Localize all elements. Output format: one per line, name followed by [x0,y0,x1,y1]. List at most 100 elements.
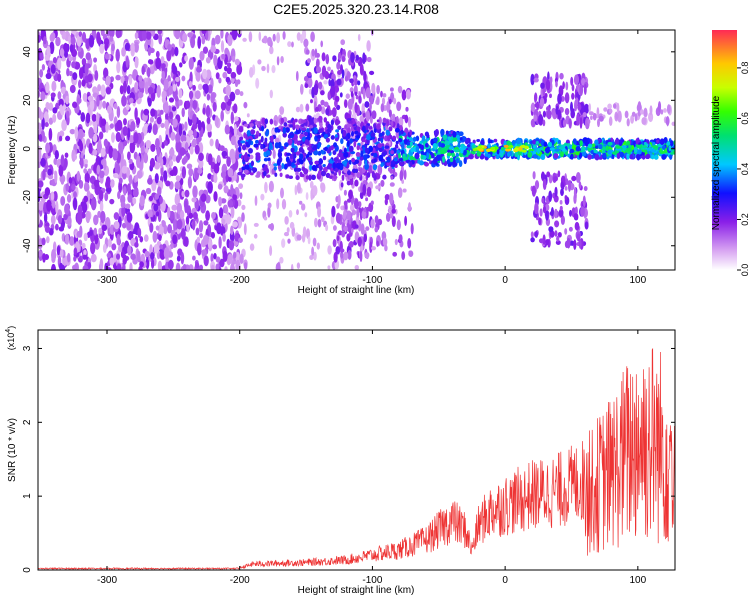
heatmap-cell [554,230,558,237]
heatmap-cell [289,132,294,136]
heatmap-cell [621,145,627,149]
heatmap-cell [616,152,621,159]
heatmap-cell [358,201,362,208]
heatmap-cell [150,30,156,37]
heatmap-cell [354,265,360,270]
heatmap-cell [278,168,282,172]
heatmap-cell [238,126,244,133]
heatmap-cell [312,124,317,128]
heatmap-cell [362,112,366,118]
spectrogram-cells [38,30,675,270]
heatmap-cell [60,86,67,95]
heatmap-cell [359,155,364,161]
heatmap-cell [85,112,91,124]
heatmap-cell [336,61,341,70]
heatmap-cell [264,118,269,125]
heatmap-cell [354,179,359,187]
heatmap-cell [243,123,249,127]
heatmap-cell [296,124,300,131]
heatmap-cell [116,105,121,119]
heatmap-cell [116,263,122,270]
heatmap-cell [559,199,563,205]
heatmap-cell [549,76,553,84]
heatmap-cell [318,165,323,171]
heatmap-cell [327,245,332,255]
heatmap-cell [357,33,361,42]
heatmap-cell [403,169,407,180]
heatmap-cell [570,76,574,86]
heatmap-cell [157,260,163,270]
heatmap-cell [93,214,99,226]
heatmap-cell [94,70,99,81]
heatmap-cell [398,153,401,159]
heatmap-cell [188,129,194,136]
heatmap-cell [448,146,454,150]
heatmap-cell [373,123,377,128]
heatmap-cell [390,150,395,155]
heatmap-cell [229,91,236,102]
heatmap-cell [580,206,585,217]
heatmap-cell [226,62,232,68]
heatmap-cell [232,221,238,228]
colorbar-ticks: 0.0 0.2 0.4 0.6 0.8 [737,62,750,276]
heatmap-cell [155,211,160,217]
heatmap-cell [420,144,425,151]
heatmap-cell [38,134,43,142]
heatmap-cell [459,136,463,141]
heatmap-cell [343,200,348,206]
y-tick-label: -40 [22,238,33,253]
heatmap-cell [246,129,251,137]
heatmap-cell [100,147,106,157]
heatmap-cell [569,209,572,217]
heatmap-cell [169,160,174,167]
heatmap-cell [40,91,46,101]
heatmap-cell [82,92,88,102]
heatmap-cell [559,72,564,80]
heatmap-cell [178,123,183,136]
heatmap-cell [354,159,360,165]
heatmap-cell [568,118,572,127]
heatmap-cell [463,157,467,165]
heatmap-cell [347,72,351,78]
heatmap-cell [238,183,244,189]
heatmap-cell [99,258,104,270]
heatmap-cell [463,149,467,154]
heatmap-cell [383,135,389,142]
heatmap-cell [163,247,170,260]
x-tick-label: -300 [97,575,117,586]
heatmap-cell [580,145,586,153]
heatmap-cell [150,252,155,260]
heatmap-cell [538,238,544,244]
heatmap-cell [325,108,330,116]
heatmap-cell [410,147,415,153]
heatmap-cell [248,138,252,145]
heatmap-cell [539,208,543,217]
heatmap-cell [650,148,656,152]
heatmap-cell [124,75,129,83]
heatmap-cell [74,126,79,140]
heatmap-cell [273,120,277,126]
heatmap-cell [122,185,127,196]
heatmap-cell [96,36,102,45]
heatmap-cell [287,120,293,124]
heatmap-cell [338,152,344,158]
heatmap-cell [60,177,65,185]
heatmap-cell [145,187,152,195]
heatmap-cell [82,254,87,260]
heatmap-cell [557,170,561,178]
heatmap-cell [557,109,562,120]
x-tick-label: -200 [230,275,250,286]
heatmap-cell [582,195,586,208]
heatmap-cell [210,92,215,104]
heatmap-cell [542,119,546,127]
heatmap-cell [55,200,59,214]
heatmap-cell [171,106,177,112]
heatmap-cell [127,183,131,192]
heatmap-cell [316,134,322,139]
heatmap-cell [371,82,376,95]
heatmap-cell [132,188,139,198]
heatmap-cell [312,146,318,151]
heatmap-cell [527,151,533,158]
heatmap-cell [287,238,291,244]
heatmap-cell [205,69,212,80]
